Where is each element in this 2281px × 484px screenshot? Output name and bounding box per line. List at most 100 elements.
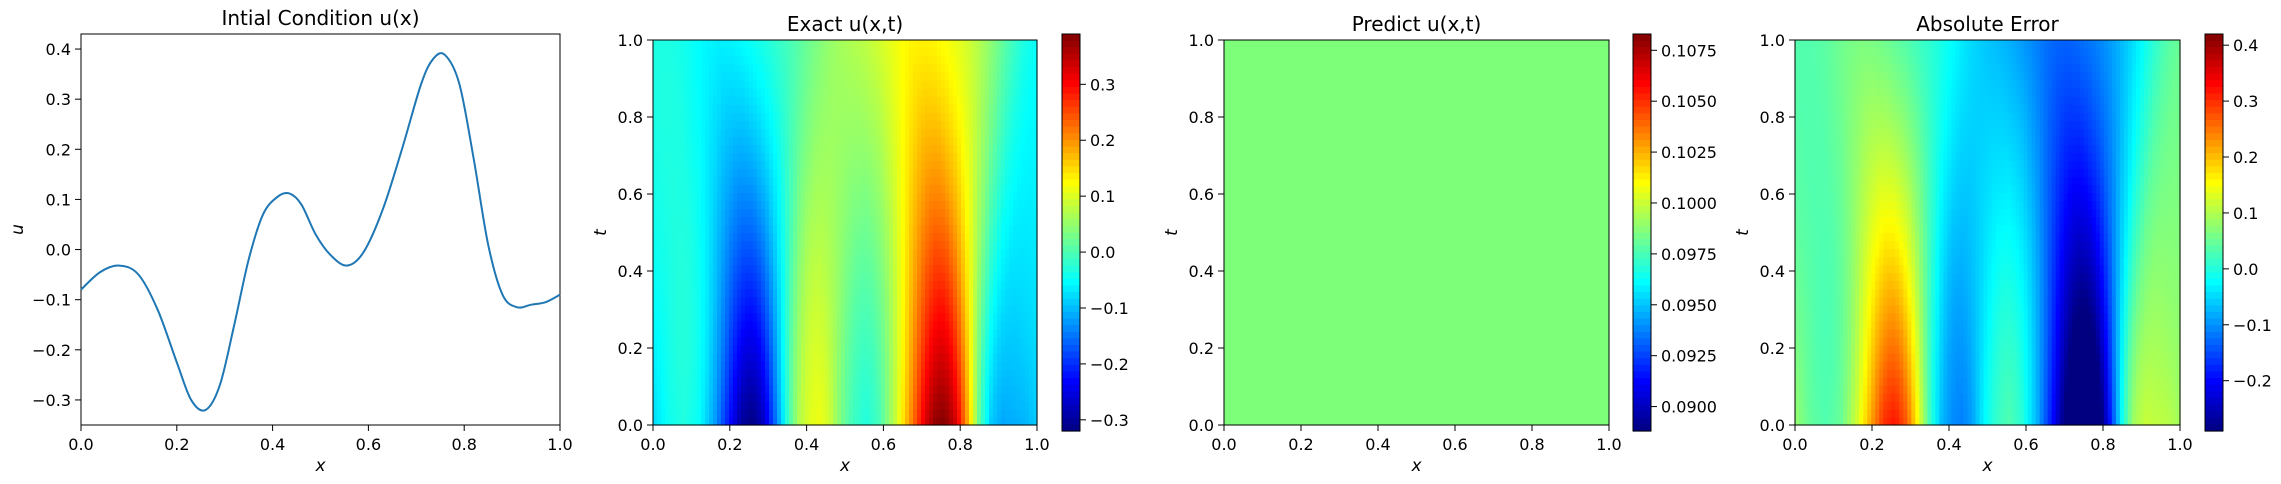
heatmap-cell: [961, 56, 966, 65]
heatmap-cell: [697, 144, 702, 153]
heatmap-cell: [957, 336, 962, 346]
heatmap-cell: [909, 392, 914, 402]
heatmap-cell: [985, 48, 990, 57]
heatmap-cell: [885, 360, 890, 370]
heatmap-cell: [725, 296, 730, 306]
heatmap-cell: [857, 312, 862, 322]
heatmap-cell: [785, 208, 790, 218]
heatmap-cell: [973, 72, 978, 81]
heatmap-cell: [933, 256, 938, 266]
heatmap-cell: [777, 176, 782, 185]
heatmap-cell: [713, 184, 718, 193]
heatmap-cell: [821, 280, 826, 290]
heatmap-cell: [821, 232, 826, 242]
heatmap-cell: [737, 40, 742, 49]
colorbar-segment: [1633, 159, 1651, 167]
heatmap-cell: [669, 160, 674, 169]
heatmap-cell: [721, 352, 726, 362]
heatmap-cell: [769, 144, 774, 153]
heatmap-cell: [669, 88, 674, 97]
heatmap-cell: [921, 384, 926, 394]
heatmap-cell: [681, 160, 686, 169]
heatmap-cell: [745, 232, 750, 242]
heatmap-cell: [897, 208, 902, 218]
heatmap-cell: [837, 256, 842, 266]
heatmap-cell: [741, 48, 746, 57]
colorbar-segment: [1633, 139, 1651, 148]
heatmap-cell: [773, 344, 778, 354]
heatmap-cell: [693, 104, 698, 113]
heatmap-cell: [657, 120, 662, 129]
heatmap-cell: [729, 208, 734, 218]
heatmap-cell: [861, 336, 866, 346]
heatmap-cell: [673, 248, 678, 258]
heatmap-cell: [785, 328, 790, 338]
heatmap-cell: [817, 176, 822, 185]
heatmap-cell: [701, 240, 706, 250]
heatmap-cell: [1033, 200, 1038, 210]
heatmap-cell: [1001, 232, 1006, 242]
heatmap-cell: [737, 304, 742, 314]
heatmap-cell: [945, 320, 950, 330]
heatmap-cell: [833, 304, 838, 314]
heatmap-cell: [993, 280, 998, 290]
heatmap-cell: [953, 408, 958, 418]
heatmap-cell: [681, 328, 686, 338]
heatmap-cell: [849, 360, 854, 370]
heatmap-cell: [737, 248, 742, 258]
heatmap-cell: [705, 368, 710, 378]
heatmap-cell: [925, 128, 930, 137]
heatmap-cell: [1025, 408, 1030, 418]
heatmap-cell: [933, 320, 938, 330]
heatmap-cell: [669, 56, 674, 65]
heatmap-cell: [713, 368, 718, 378]
heatmap-cell: [905, 40, 910, 49]
heatmap-cell: [665, 336, 670, 346]
heatmap-cell: [777, 224, 782, 234]
heatmap-cell: [957, 168, 962, 177]
heatmap-cell: [685, 240, 690, 250]
heatmap-cell: [697, 312, 702, 322]
heatmap-cell: [981, 48, 986, 57]
heatmap-cell: [865, 80, 870, 89]
heatmap-cell: [817, 400, 822, 410]
heatmap-cell: [833, 120, 838, 129]
heatmap-cell: [997, 368, 1002, 378]
heatmap-cell: [737, 104, 742, 113]
heatmap-cell: [681, 376, 686, 386]
heatmap-cell: [849, 112, 854, 121]
heatmap-cell: [673, 376, 678, 386]
heatmap-cell: [2023, 416, 2029, 426]
heatmap-cell: [993, 304, 998, 314]
heatmap-cell: [689, 296, 694, 306]
heatmap-cell: [985, 192, 990, 202]
heatmap-cell: [705, 96, 710, 105]
heatmap-cell: [757, 288, 762, 298]
heatmap-cell: [653, 352, 658, 362]
heatmap-cell: [693, 160, 698, 169]
heatmap-cell: [937, 232, 942, 242]
heatmap-cell: [777, 264, 782, 274]
heatmap-cell: [913, 112, 918, 121]
heatmap-cell: [773, 256, 778, 266]
heatmap-cell: [709, 336, 714, 346]
heatmap-cell: [665, 40, 670, 49]
heatmap-cell: [689, 384, 694, 394]
heatmap-cell: [981, 264, 986, 274]
heatmap-cell: [729, 352, 734, 362]
heatmap-cell: [749, 376, 754, 386]
heatmap-cell: [937, 48, 942, 57]
heatmap-cell: [793, 152, 798, 161]
colorbar-segment: [1062, 133, 1080, 141]
heatmap-cell: [1009, 344, 1014, 354]
heatmap-cell: [889, 224, 894, 234]
heatmap-cell: [729, 176, 734, 185]
heatmap-cell: [993, 160, 998, 169]
heatmap-cell: [793, 192, 798, 202]
heatmap-cell: [1033, 64, 1038, 73]
heatmap-cell: [985, 232, 990, 242]
heatmap-cell: [721, 96, 726, 105]
heatmap-cell: [989, 176, 994, 185]
heatmap-cell: [657, 352, 662, 362]
heatmap-cell: [677, 296, 682, 306]
